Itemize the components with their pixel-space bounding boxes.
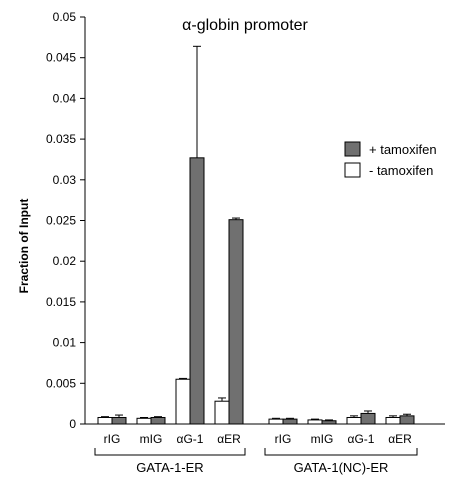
bar: [214, 400, 230, 425]
bar: [136, 417, 152, 425]
bar: [360, 412, 376, 425]
y-tick-label: 0.005: [46, 376, 76, 390]
legend-swatch: [344, 162, 361, 178]
bar: [399, 415, 415, 425]
x-tick-labels: rIG mIG αG-1 αER rIG mIG αG-1 αER: [104, 432, 412, 446]
bar: [321, 420, 337, 425]
y-tick-label: 0.01: [53, 336, 77, 350]
x-tick-label: rIG: [275, 432, 292, 446]
y-tick-label: 0.015: [46, 295, 76, 309]
y-tick-label: 0: [69, 417, 76, 431]
bar: [189, 157, 205, 425]
group-bracket: [94, 448, 246, 456]
bar: [111, 416, 127, 425]
group-label: GATA-1(NC)-ER: [294, 460, 389, 475]
bar: [346, 416, 362, 425]
bar: [150, 416, 166, 425]
y-tick-label: 0.035: [46, 132, 76, 146]
axes: 0 0.005 0.01 0.015 0.02 0.025 0.03 0.035 0.04 0.0…: [46, 10, 445, 431]
y-tick-label: 0.04: [53, 91, 77, 105]
bar: [175, 378, 191, 425]
x-tick-label: αG-1: [177, 432, 204, 446]
legend-label: - tamoxifen: [369, 163, 433, 178]
bars: [97, 45, 415, 425]
y-tick-label: 0.025: [46, 214, 76, 228]
bar: [228, 219, 244, 425]
bar: [268, 418, 284, 425]
y-tick-label: 0.05: [53, 10, 77, 24]
group-labels: GATA-1-ER GATA-1(NC)-ER: [94, 448, 418, 475]
x-tick-label: mIG: [311, 432, 334, 446]
y-tick-label: 0.045: [46, 51, 76, 65]
y-tick-label: 0.03: [53, 173, 77, 187]
bar: [282, 418, 298, 425]
group-label: GATA-1-ER: [136, 460, 203, 475]
x-tick-label: αER: [388, 432, 412, 446]
x-tick-label: αG-1: [348, 432, 375, 446]
legend: + tamoxifen - tamoxifen: [344, 141, 437, 178]
y-tick-label: 0.02: [53, 254, 77, 268]
x-tick-label: rIG: [104, 432, 121, 446]
chart-title: α-globin promoter: [182, 17, 308, 34]
x-tick-label: αER: [217, 432, 241, 446]
group-bracket: [264, 448, 418, 456]
legend-label: + tamoxifen: [369, 142, 437, 157]
legend-swatch: [344, 141, 361, 157]
x-tick-label: mIG: [140, 432, 163, 446]
y-axis-label: Fraction of Input: [17, 199, 31, 294]
bar: [307, 419, 323, 425]
bar: [97, 416, 113, 425]
bar: [385, 416, 401, 425]
